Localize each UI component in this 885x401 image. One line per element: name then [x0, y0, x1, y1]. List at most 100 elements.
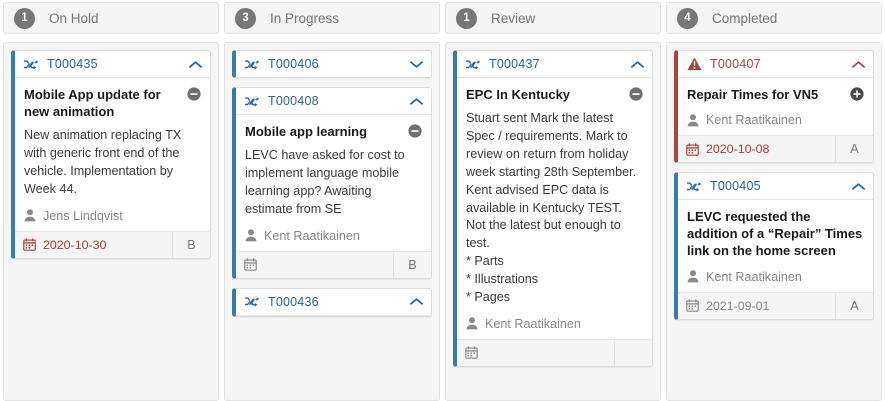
shuffle-icon [245, 95, 260, 108]
card-title: EPC In Kentucky [466, 86, 643, 103]
card-description: New animation replacing TX with generic … [24, 128, 182, 196]
card-priority-badge[interactable]: B [172, 231, 210, 258]
card-assignee: Jens Lindqvist [24, 209, 201, 223]
card-header[interactable]: T000406 [236, 51, 431, 77]
card-header[interactable]: T000435 [15, 51, 210, 78]
minus-circle-icon[interactable] [187, 87, 201, 101]
chevron-down-icon[interactable] [410, 60, 423, 69]
card-due-date[interactable] [457, 340, 614, 366]
card-assignee: Kent Raatikainen [466, 317, 643, 331]
card-title: LEVC requested the addition of a “Repair… [687, 208, 864, 259]
card-assignee: Kent Raatikainen [687, 113, 864, 127]
card-title: Mobile app learning [245, 123, 422, 140]
card-assignee-name: Kent Raatikainen [706, 269, 802, 284]
person-icon [466, 317, 478, 330]
column-in-progress: 3 In Progress T000406 T000408 Mobile app lea… [223, 0, 441, 401]
task-card[interactable]: T000437 EPC In Kentucky Stuart sent Mark t… [453, 50, 653, 367]
calendar-icon [23, 238, 36, 252]
card-due-date-text: 2020-10-30 [43, 237, 107, 252]
card-description: LEVC have asked for cost to implement la… [245, 148, 405, 216]
shuffle-icon [466, 58, 481, 71]
card-header[interactable]: T000405 [678, 173, 873, 201]
chevron-up-icon[interactable] [852, 60, 865, 69]
card-assignee-name: Kent Raatikainen [485, 316, 581, 331]
chevron-up-icon[interactable] [852, 182, 865, 191]
calendar-icon [686, 299, 699, 312]
card-assignee-name: Kent Raatikainen [706, 113, 802, 128]
column-count-badge: 1 [14, 7, 35, 29]
card-priority-badge[interactable]: A [835, 136, 873, 163]
card-priority-badge[interactable]: A [835, 292, 873, 319]
column-header-on-hold[interactable]: 1 On Hold [3, 2, 219, 34]
column-count-badge: 4 [677, 7, 698, 29]
card-title-text: Repair Times for VN5 [687, 87, 819, 102]
card-header[interactable]: T000407 [678, 51, 873, 78]
card-due-date[interactable] [236, 252, 393, 278]
card-body: Mobile App update for new animation New a… [15, 78, 210, 231]
card-due-date-text: 2020-10-08 [706, 142, 770, 157]
card-body: EPC In Kentucky Stuart sent Mark the late… [457, 78, 652, 339]
card-priority-badge[interactable] [614, 339, 652, 366]
task-card[interactable]: T000435 Mobile App update for new animati… [11, 50, 211, 259]
chevron-up-icon[interactable] [189, 60, 202, 69]
card-due-date[interactable]: 2020-10-30 [15, 232, 172, 258]
minus-circle-icon[interactable] [629, 87, 643, 101]
card-assignee: Kent Raatikainen [687, 270, 864, 284]
card-assignee-name: Jens Lindqvist [43, 208, 123, 223]
card-assignee: Kent Raatikainen [245, 229, 422, 243]
task-card[interactable]: T000436 [232, 287, 432, 317]
person-icon [245, 229, 257, 242]
column-count-badge: 1 [456, 7, 477, 29]
card-description: Stuart sent Mark the latest Spec / requi… [466, 111, 637, 304]
task-card[interactable]: T000405 LEVC requested the addition of a … [674, 172, 874, 320]
chevron-up-icon[interactable] [410, 97, 423, 106]
card-header[interactable]: T000436 [236, 289, 431, 316]
column-card-well-completed: T000407 Repair Times for VN5 Kent Raatikai… [666, 42, 882, 401]
warning-triangle-icon [687, 57, 702, 71]
column-completed: 4 Completed T000407 Repair Times for VN5 Ken… [665, 0, 883, 401]
column-header-completed[interactable]: 4 Completed [666, 2, 882, 34]
person-icon [24, 209, 36, 222]
column-count-badge: 3 [235, 7, 256, 29]
column-title: On Hold [49, 10, 99, 26]
task-card[interactable]: T000407 Repair Times for VN5 Kent Raatikai… [674, 50, 874, 164]
shuffle-icon [24, 58, 39, 71]
person-icon [687, 113, 699, 127]
shuffle-icon [245, 58, 260, 71]
card-title-text: LEVC requested the addition of a “Repair… [687, 209, 863, 259]
shuffle-icon [245, 295, 260, 308]
card-body: LEVC requested the addition of a “Repair… [678, 200, 873, 291]
plus-circle-icon[interactable] [850, 87, 864, 101]
card-assignee-name: Kent Raatikainen [264, 228, 360, 243]
column-header-in-progress[interactable]: 3 In Progress [224, 2, 440, 34]
card-task-id: T000405 [710, 179, 761, 194]
card-task-id: T000407 [710, 57, 761, 71]
chevron-up-icon[interactable] [631, 60, 644, 69]
card-priority-badge[interactable]: B [393, 251, 431, 278]
task-card[interactable]: T000406 [232, 50, 432, 78]
card-body: Repair Times for VN5 Kent Raatikainen [678, 78, 873, 135]
minus-circle-icon[interactable] [408, 124, 422, 138]
card-title-text: Mobile App update for new animation [24, 87, 161, 120]
card-title: Repair Times for VN5 [687, 86, 864, 103]
column-title: In Progress [270, 10, 340, 26]
card-footer: 2020-10-08 A [678, 135, 873, 163]
card-title-text: Mobile app learning [245, 124, 368, 139]
card-due-date[interactable]: 2021-09-01 [678, 293, 835, 319]
card-footer: B [236, 250, 431, 278]
card-due-date[interactable]: 2020-10-08 [678, 136, 835, 162]
chevron-up-icon[interactable] [410, 297, 423, 306]
card-body: Mobile app learning LEVC have asked for c… [236, 115, 431, 251]
card-footer [457, 338, 652, 366]
card-header[interactable]: T000437 [457, 51, 652, 78]
card-header[interactable]: T000408 [236, 88, 431, 115]
card-due-date-text: 2021-09-01 [706, 298, 770, 313]
column-header-review[interactable]: 1 Review [445, 2, 661, 34]
column-review: 1 Review T000437 EPC In Kentucky Stuart sent… [444, 0, 662, 401]
column-card-well-in-progress: T000406 T000408 Mobile app learning LEVC ha… [224, 42, 440, 401]
calendar-icon [465, 346, 478, 360]
calendar-icon [244, 258, 257, 271]
task-card[interactable]: T000408 Mobile app learning LEVC have aske… [232, 87, 432, 279]
card-task-id: T000436 [268, 294, 319, 309]
